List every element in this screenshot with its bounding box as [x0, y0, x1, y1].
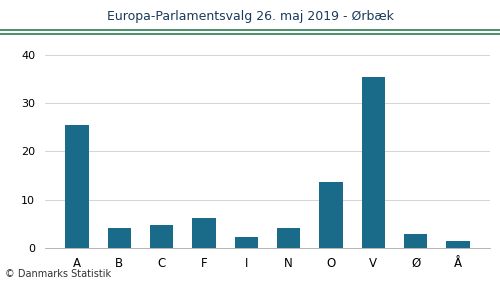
Bar — [446, 241, 470, 248]
Bar — [192, 218, 216, 248]
Bar — [277, 228, 300, 248]
Bar — [320, 182, 342, 248]
Bar — [65, 125, 88, 248]
Text: Europa-Parlamentsvalg 26. maj 2019 - Ørbæk: Europa-Parlamentsvalg 26. maj 2019 - Ørb… — [106, 10, 394, 23]
Bar — [108, 228, 131, 248]
Text: © Danmarks Statistik: © Danmarks Statistik — [5, 269, 111, 279]
Bar — [404, 234, 427, 248]
Bar — [150, 225, 173, 248]
Bar — [362, 76, 385, 248]
Bar — [234, 237, 258, 248]
